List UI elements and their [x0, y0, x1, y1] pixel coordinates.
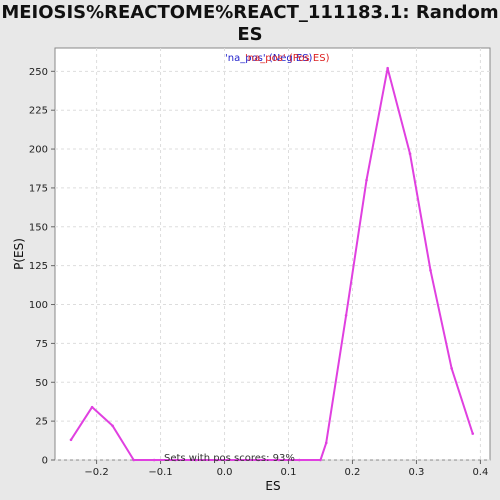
- axis-ticks: 0 25 50 75 100 125 150 175 200 225 250 −0.2 −0.1 0.0 0…: [29, 67, 488, 478]
- data-point: [298, 458, 301, 462]
- series-layer: [69, 66, 475, 462]
- data-point: [450, 366, 453, 370]
- data-point: [111, 424, 114, 428]
- data-point: [132, 458, 135, 462]
- x-tick-label: 0.3: [408, 467, 424, 478]
- y-tick-label: 0: [42, 456, 48, 467]
- legend-entry-pos: 'na_pos' (Pos ES): [245, 53, 330, 64]
- data-point: [215, 458, 219, 462]
- legend-entry-neg: 'na_pos' (Neg ES): [225, 53, 313, 64]
- x-tick-label: 0.0: [217, 467, 233, 478]
- y-tick-label: 75: [35, 339, 48, 350]
- x-axis-label: ES: [265, 479, 280, 493]
- data-point: [471, 432, 475, 435]
- x-tick-label: −0.1: [148, 467, 172, 478]
- data-point: [324, 441, 328, 445]
- data-point: [429, 269, 432, 272]
- pos-scores-annotation: Sets with pos scores: 93%: [164, 453, 295, 464]
- x-tick-label: 0.1: [281, 467, 297, 478]
- data-point: [152, 458, 156, 462]
- y-tick-label: 100: [29, 300, 48, 311]
- data-point: [257, 458, 260, 462]
- chart-title-line1: MEIOSIS%REACTOME%REACT_111183.1: Random …: [1, 2, 499, 45]
- data-point: [69, 438, 73, 442]
- x-tick-label: −0.2: [84, 467, 108, 478]
- plot-area: [54, 47, 491, 461]
- y-tick-label: 25: [35, 417, 48, 428]
- data-point: [90, 405, 94, 409]
- y-tick-label: 175: [29, 183, 48, 194]
- y-tick-label: 125: [29, 261, 48, 272]
- legend: 'na_pos' (Neg ES) 'na_pos' (Pos ES): [225, 53, 330, 64]
- y-axis-label: P(ES): [12, 238, 26, 270]
- data-point: [194, 458, 198, 462]
- y-tick-label: 225: [29, 106, 48, 117]
- data-point: [386, 66, 389, 70]
- y-tick-label: 50: [35, 378, 48, 389]
- x-tick-label: 0.2: [345, 467, 361, 478]
- y-tick-label: 150: [29, 222, 48, 233]
- y-tick-label: 250: [29, 67, 48, 78]
- data-point: [277, 458, 281, 462]
- y-tick-label: 200: [29, 145, 48, 156]
- x-tick-label: 0.4: [472, 467, 488, 478]
- data-point: [344, 314, 348, 317]
- data-point: [173, 458, 177, 462]
- data-point: [408, 152, 412, 156]
- data-point: [365, 178, 368, 182]
- data-point: [236, 458, 239, 462]
- data-point: [319, 458, 322, 462]
- grid-lines: [55, 48, 490, 461]
